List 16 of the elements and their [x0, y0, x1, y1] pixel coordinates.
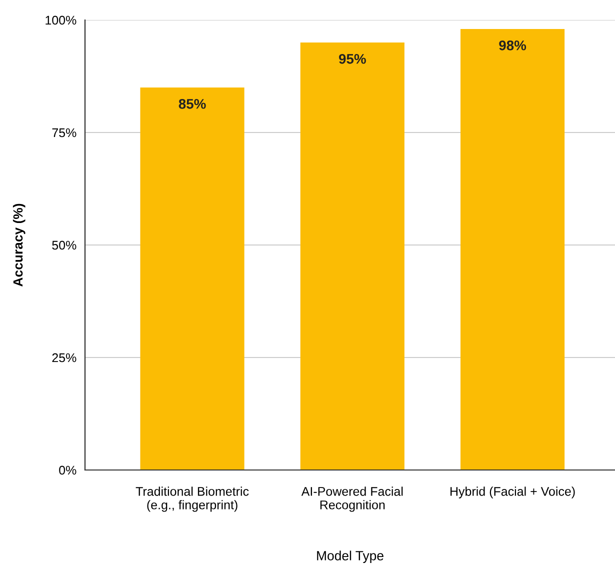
y-tick-label: 25% [52, 353, 76, 362]
x-axis-title: Model Type [317, 550, 384, 563]
data-label: 85% [178, 98, 206, 109]
x-tick-label: Traditional Biometric (e.g., fingerprint) [136, 486, 249, 512]
y-tick-label: 100% [46, 16, 76, 25]
y-tick-label: 0% [59, 466, 76, 475]
y-tick-label: 50% [52, 240, 76, 250]
x-tick-label: Hybrid (Facial + Voice) [450, 486, 575, 498]
data-label: 95% [338, 54, 366, 64]
bar [300, 42, 404, 470]
x-tick-label: AI-Powered Facial Recognition [301, 486, 403, 512]
bar [460, 29, 565, 470]
data-label: 98% [499, 40, 526, 50]
bar [140, 88, 244, 470]
y-tick-label: 75% [52, 128, 76, 138]
y-axis-title: Accuracy (%) [12, 204, 26, 286]
